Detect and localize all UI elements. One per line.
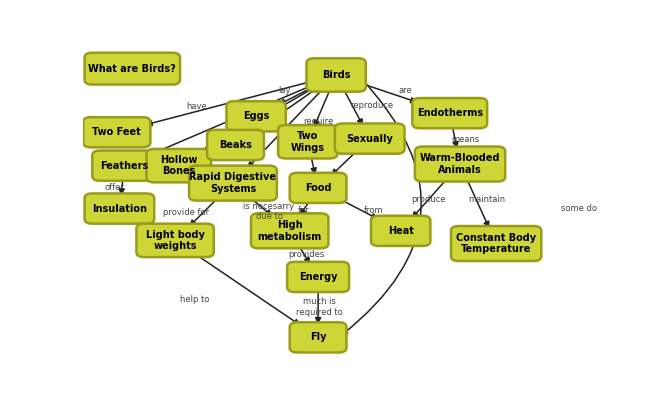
Text: Sexually: Sexually — [346, 133, 393, 144]
Text: Fly: Fly — [310, 332, 326, 342]
Text: some do: some do — [561, 204, 597, 213]
Text: Rapid Digestive
Systems: Rapid Digestive Systems — [189, 172, 276, 194]
FancyBboxPatch shape — [287, 262, 349, 292]
FancyBboxPatch shape — [251, 214, 328, 248]
Text: means: means — [451, 135, 480, 144]
Text: maintain: maintain — [468, 195, 505, 204]
Text: help to: help to — [180, 295, 209, 304]
FancyBboxPatch shape — [335, 123, 404, 154]
Text: Heat: Heat — [388, 226, 414, 236]
Text: have: have — [186, 102, 207, 111]
Text: for: for — [298, 206, 310, 215]
Text: Constant Body
Temperature: Constant Body Temperature — [456, 233, 536, 254]
Text: High
metabolism: High metabolism — [258, 220, 322, 242]
Text: Feathers: Feathers — [101, 161, 149, 171]
FancyBboxPatch shape — [451, 226, 541, 261]
Text: What are Birds?: What are Birds? — [89, 64, 176, 74]
FancyBboxPatch shape — [147, 149, 211, 182]
Text: Two
Wings: Two Wings — [291, 131, 325, 152]
Text: from: from — [364, 206, 383, 215]
Text: provide for: provide for — [163, 208, 210, 217]
FancyBboxPatch shape — [85, 193, 155, 224]
FancyBboxPatch shape — [83, 117, 151, 147]
FancyBboxPatch shape — [85, 53, 180, 85]
FancyBboxPatch shape — [278, 125, 338, 159]
FancyBboxPatch shape — [189, 166, 277, 201]
FancyBboxPatch shape — [290, 322, 346, 352]
Text: require: require — [303, 116, 333, 126]
Text: Hollow
Bones: Hollow Bones — [160, 155, 197, 176]
FancyBboxPatch shape — [371, 216, 430, 246]
FancyBboxPatch shape — [412, 98, 487, 128]
Text: is necesarry
due to: is necesarry due to — [244, 202, 294, 221]
FancyBboxPatch shape — [207, 130, 264, 160]
FancyBboxPatch shape — [306, 58, 366, 92]
Text: Light body
weights: Light body weights — [146, 230, 204, 251]
Text: produce: produce — [411, 195, 446, 204]
Text: Insulation: Insulation — [92, 204, 147, 214]
Text: Endotherms: Endotherms — [417, 108, 483, 118]
FancyBboxPatch shape — [415, 147, 505, 182]
FancyBboxPatch shape — [290, 173, 346, 203]
Text: Food: Food — [305, 183, 332, 193]
Text: provides: provides — [288, 250, 324, 259]
FancyBboxPatch shape — [137, 224, 214, 257]
Text: Birds: Birds — [322, 70, 350, 80]
Text: Two Feet: Two Feet — [93, 127, 141, 137]
Text: offer: offer — [105, 183, 124, 192]
FancyArrowPatch shape — [342, 77, 421, 335]
Text: Beaks: Beaks — [219, 140, 252, 150]
Text: Warm-Blooded
Animals: Warm-Blooded Animals — [420, 153, 500, 175]
Text: are: are — [399, 86, 413, 95]
Text: reproduce: reproduce — [351, 101, 394, 110]
Text: Eggs: Eggs — [243, 112, 269, 121]
FancyBboxPatch shape — [226, 101, 286, 131]
Text: lay: lay — [278, 86, 291, 95]
FancyBboxPatch shape — [93, 150, 157, 181]
Text: Energy: Energy — [299, 272, 338, 282]
Text: much is
required to: much is required to — [296, 297, 343, 317]
